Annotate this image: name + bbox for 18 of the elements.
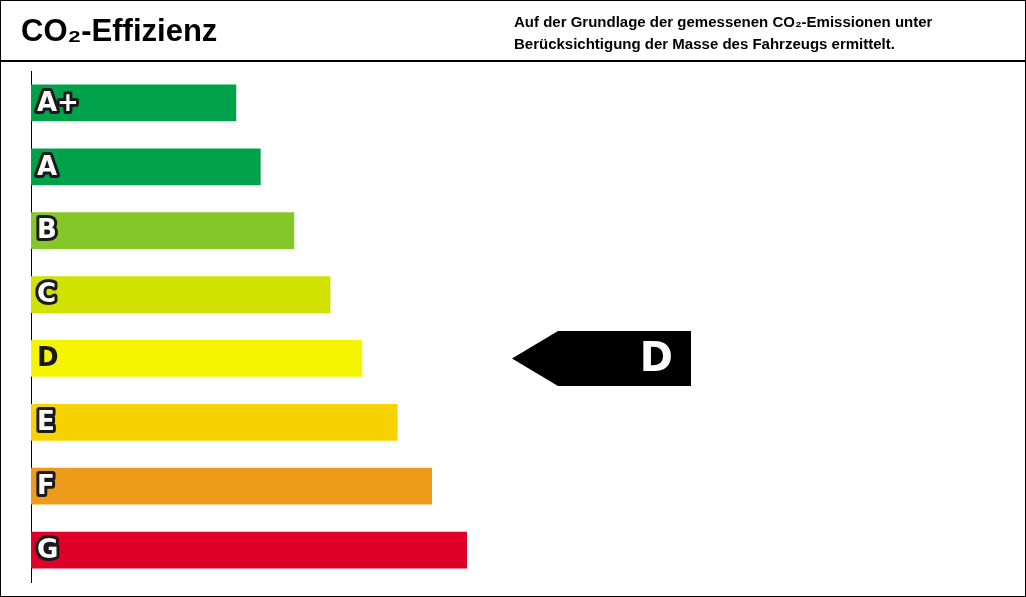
bar [31, 212, 295, 250]
bar [31, 403, 398, 441]
text: Auf der Grundlage der gemessenen CO₂-Emissionen unter Berücksichtigung der Masse des Fahrzeugs ermittelt. [514, 12, 934, 54]
bar [31, 531, 467, 569]
y-tick-label: C [37, 278, 57, 309]
chart-title: CO₂-Effizienz [21, 13, 218, 49]
y-tick-label: B [37, 214, 57, 245]
bar [31, 340, 363, 377]
y-tick-label: F [37, 469, 55, 500]
y-tick-label: D [37, 342, 59, 373]
y-tick-label: A [37, 150, 58, 181]
bar [31, 467, 433, 505]
y-tick-label: G [37, 533, 59, 564]
y-tick-label: A+ [37, 86, 79, 117]
text: D [639, 333, 673, 380]
bar [31, 276, 331, 313]
y-tick-label: E [37, 406, 55, 437]
bar [31, 148, 261, 186]
